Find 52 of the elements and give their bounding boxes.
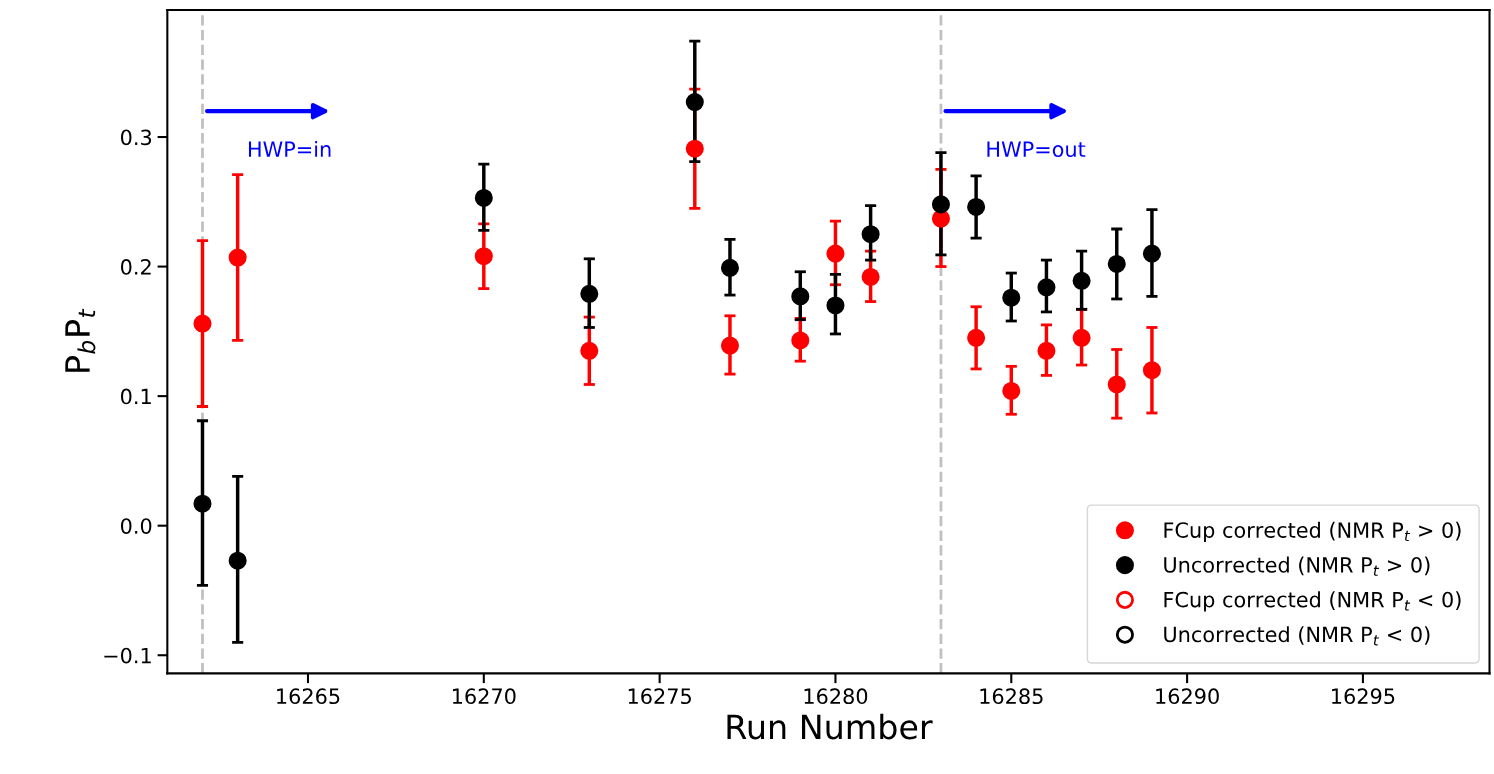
point [720, 258, 739, 277]
point [791, 331, 810, 350]
legend-label: FCup corrected (NMR P$_{t}$ < 0) [1164, 591, 1461, 612]
legend-label: Uncorrected (NMR P$_{t}$ < 0) [1164, 626, 1430, 646]
point [193, 314, 212, 333]
point [826, 244, 845, 263]
point [826, 296, 845, 315]
point [474, 247, 493, 266]
point [1002, 288, 1021, 307]
y-tick-label: −0.1 [104, 647, 151, 664]
x-axis-title: Run Number [727, 713, 933, 740]
x-tick-label: 16270 [452, 688, 516, 705]
point [967, 328, 986, 347]
y-tick-label: 0.0 [120, 518, 152, 534]
y-tick-label: 0.2 [120, 259, 151, 275]
point [1072, 328, 1091, 347]
point [193, 494, 212, 513]
point [1002, 381, 1021, 400]
legend-label: Uncorrected (NMR P$_{t}$ > 0) [1164, 556, 1430, 576]
y-axis-title: P$_{b}$P$_{t}$ [65, 308, 96, 372]
point [685, 93, 704, 112]
ref-line-label: HWP=in [248, 140, 331, 157]
point [1107, 254, 1126, 274]
point [861, 267, 880, 286]
x-tick-label: 16295 [1332, 688, 1395, 705]
legend-label: FCup corrected (NMR P$_{t}$ > 0) [1164, 521, 1461, 542]
x-tick-label: 16280 [804, 688, 868, 705]
point [1072, 271, 1091, 290]
point [1142, 244, 1161, 263]
y-tick-label: 0.3 [120, 129, 152, 146]
point [1037, 278, 1056, 297]
point [1037, 341, 1056, 360]
point [580, 341, 599, 360]
point [931, 195, 950, 214]
x-tick-label: 16285 [980, 688, 1043, 705]
point [685, 139, 704, 158]
point [1107, 375, 1126, 394]
point [474, 188, 493, 207]
point [791, 287, 810, 306]
point [861, 225, 880, 244]
point [228, 551, 247, 570]
point [967, 197, 986, 217]
point [931, 209, 950, 228]
y-tick-label: 0.1 [120, 388, 151, 405]
ref-line-label: HWP=out [987, 141, 1086, 158]
point [720, 336, 739, 355]
x-tick-label: 16275 [628, 688, 691, 705]
x-tick-label: 16265 [277, 688, 340, 705]
point [1142, 361, 1161, 380]
x-tick-label: 16290 [1156, 688, 1219, 705]
point [228, 248, 247, 267]
point [580, 284, 599, 303]
